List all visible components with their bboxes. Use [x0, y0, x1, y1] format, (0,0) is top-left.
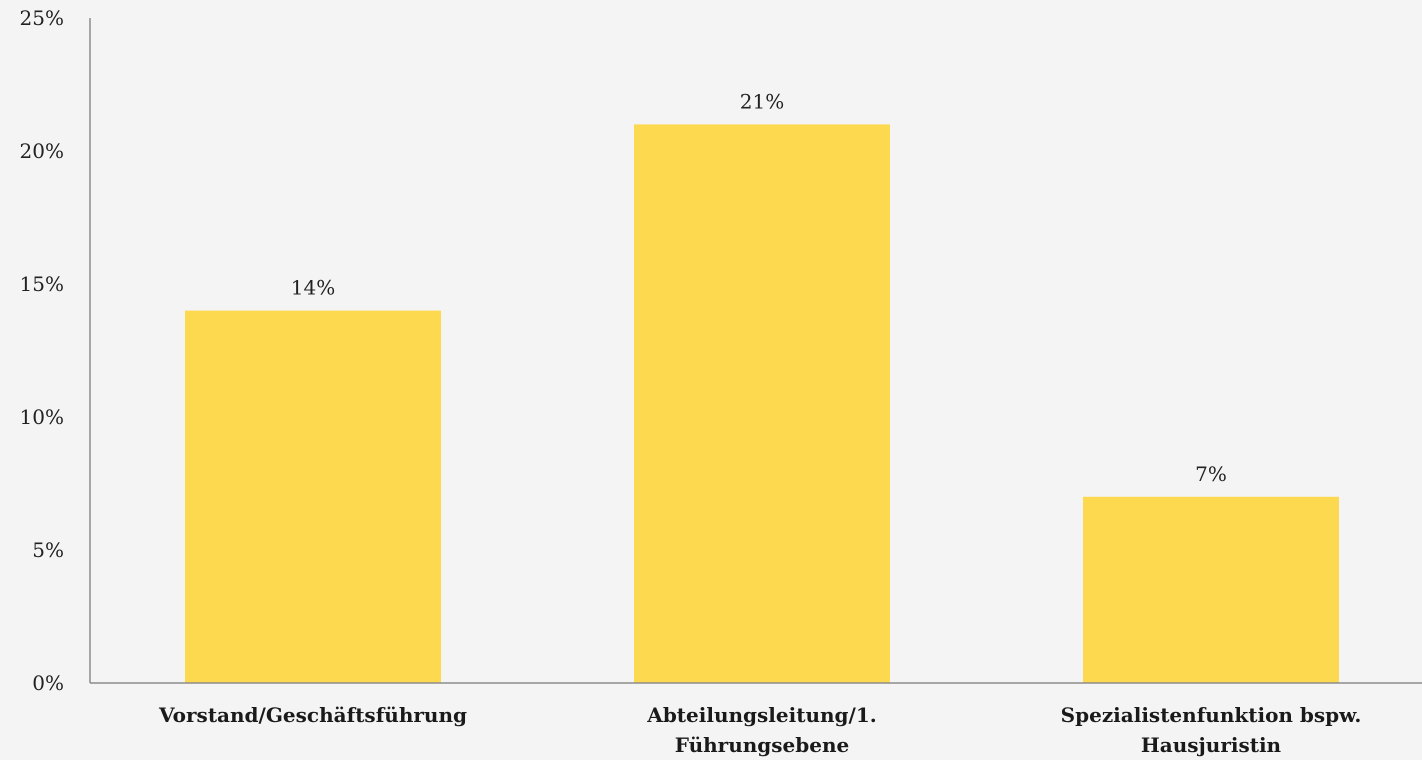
y-tick-label: 25% [20, 6, 64, 30]
bar [634, 124, 890, 683]
bar [1083, 496, 1339, 683]
y-tick-label: 0% [32, 671, 64, 695]
bar-value-label: 14% [291, 276, 335, 300]
y-tick-label: 20% [20, 139, 64, 163]
bars-group [185, 124, 1339, 683]
x-category-label: Vorstand/Geschäftsführung [158, 703, 467, 727]
x-category-label: Abteilungsleitung/1. [646, 703, 876, 727]
y-tick-label: 5% [32, 538, 64, 562]
x-category-label: Spezialistenfunktion bspw. [1061, 703, 1362, 727]
bar-value-label: 21% [740, 89, 784, 113]
y-tick-label: 10% [20, 405, 64, 429]
value-labels-group: 14% 21% 7% [291, 89, 1227, 485]
y-tick-label: 15% [20, 272, 64, 296]
bar-value-label: 7% [1195, 462, 1227, 486]
bar [185, 310, 441, 683]
y-axis-ticks: 0% 5% 10% 15% 20% 25% [20, 6, 64, 695]
x-category-label: Hausjuristin [1141, 733, 1282, 757]
x-category-label: Führungsebene [675, 733, 850, 757]
category-labels-group: Vorstand/Geschäftsführung Abteilungsleitu… [158, 703, 1361, 757]
